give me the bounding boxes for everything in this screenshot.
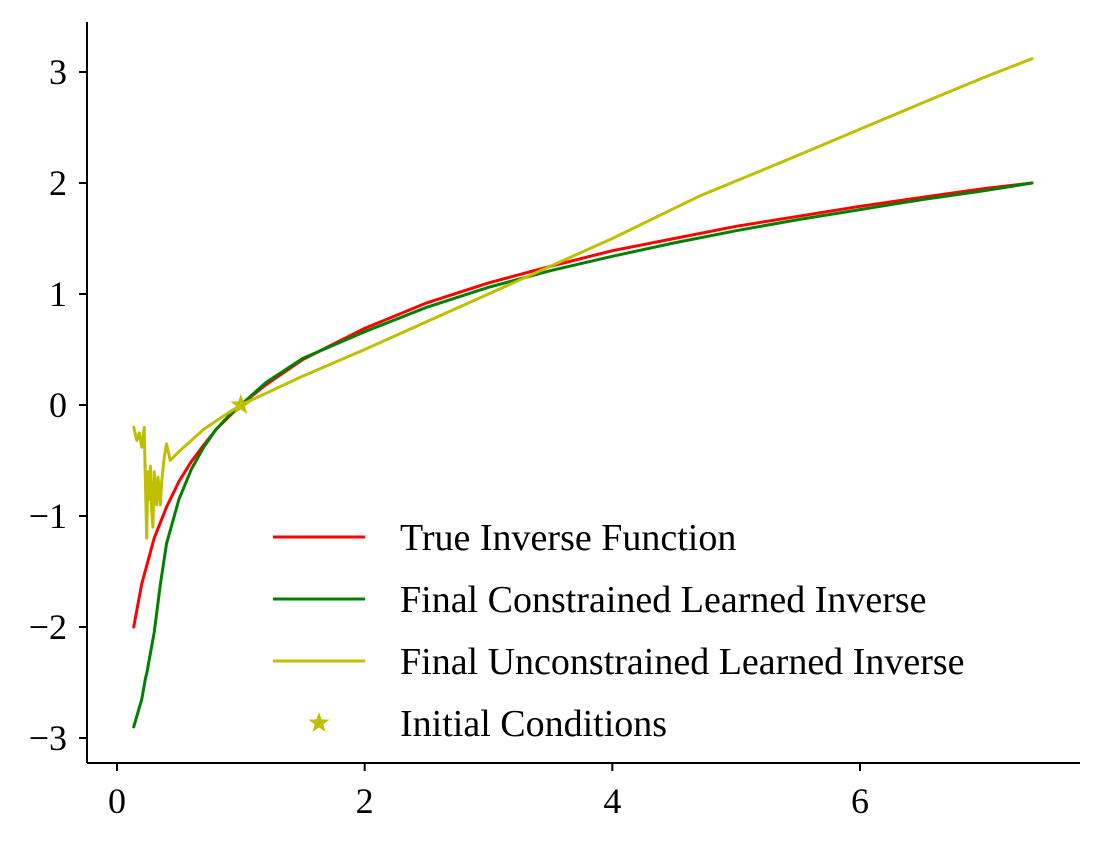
y-tick-label: 0: [49, 385, 67, 425]
x-tick-label: 2: [356, 781, 374, 821]
x-tick-label: 0: [108, 781, 126, 821]
x-tick-label: 6: [851, 781, 869, 821]
y-tick-label: −1: [29, 496, 67, 536]
legend-label: Initial Conditions: [400, 703, 667, 745]
x-ticks: 0 2 4 6: [108, 763, 869, 821]
y-tick-label: −3: [29, 718, 67, 758]
series-line-final-unconstrained-learned-inverse: [132, 57, 1034, 540]
series-line-final-constrained-learned-inverse: [132, 181, 1034, 729]
initial-condition-marker: [230, 394, 252, 414]
legend-swatch-star-icon: [308, 712, 330, 732]
legend-label: Final Constrained Learned Inverse: [400, 579, 927, 621]
y-ticks: 3 2 1 0 −1 −2 −3: [29, 52, 87, 758]
legend-label: True Inverse Function: [400, 517, 736, 559]
legend-label: Final Unconstrained Learned Inverse: [400, 641, 965, 683]
plot-lines: [132, 57, 1034, 729]
x-tick-label: 4: [603, 781, 621, 821]
legend: True Inverse Function Final Constrained L…: [273, 517, 965, 745]
y-tick-label: 2: [49, 163, 67, 203]
series-line-true-inverse-function: [132, 181, 1034, 629]
y-tick-label: −2: [29, 607, 67, 647]
y-tick-label: 1: [49, 274, 67, 314]
plot-markers: [230, 394, 252, 414]
y-tick-label: 3: [49, 52, 67, 92]
axes: [86, 22, 1080, 764]
